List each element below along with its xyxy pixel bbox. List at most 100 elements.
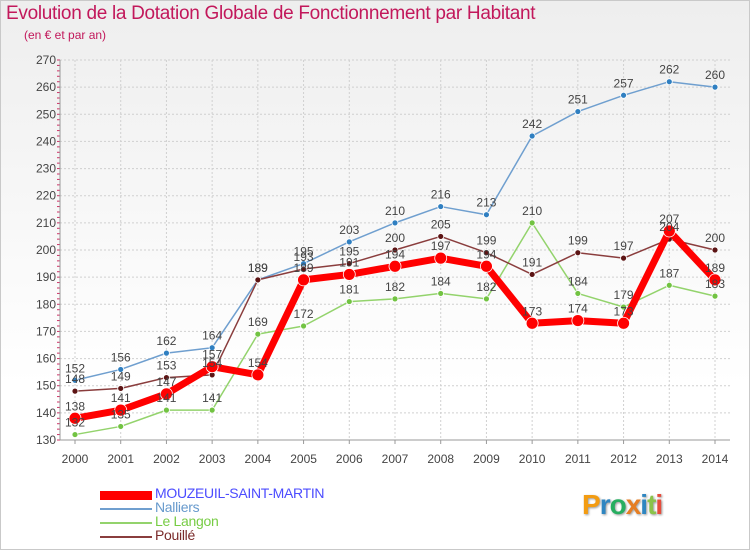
logo-letter: i — [640, 489, 648, 520]
data-point — [711, 83, 719, 91]
data-label: 191 — [522, 255, 542, 269]
data-point — [574, 249, 582, 257]
data-point — [163, 374, 170, 381]
data-point — [483, 295, 490, 303]
data-point — [665, 78, 673, 86]
data-label: 154 — [202, 356, 222, 370]
data-point — [300, 322, 307, 330]
data-label: 183 — [705, 277, 725, 291]
data-label: 154 — [248, 356, 268, 370]
data-point — [711, 246, 719, 254]
data-label: 189 — [705, 261, 725, 275]
x-tick-label: 2005 — [290, 452, 317, 466]
data-point — [571, 314, 585, 327]
data-point — [528, 132, 536, 140]
legend-swatch — [100, 490, 152, 500]
legend-label: MOUZEUIL-SAINT-MARTIN — [155, 485, 325, 501]
x-tick-label: 2014 — [702, 452, 729, 466]
x-tick-label: 2012 — [610, 452, 637, 466]
y-tick-label: 180 — [36, 297, 56, 311]
logo-letter: P — [582, 489, 601, 520]
data-point — [434, 251, 448, 265]
data-label: 162 — [156, 334, 176, 348]
data-point — [620, 91, 627, 99]
data-point — [437, 203, 445, 210]
data-label: 200 — [705, 231, 725, 245]
data-label: 257 — [614, 76, 634, 90]
data-point — [68, 411, 82, 425]
data-point — [345, 238, 353, 246]
data-label: 187 — [659, 266, 679, 280]
data-point — [620, 303, 627, 311]
data-point — [117, 366, 125, 373]
data-point — [160, 387, 173, 401]
y-tick-label: 190 — [36, 270, 56, 284]
data-labels: 152 156 162 164 189 195 203 210 216 213 242 251 257 2… — [65, 63, 725, 430]
data-point — [574, 108, 582, 115]
data-point — [391, 246, 399, 254]
data-point — [483, 211, 490, 219]
data-label: 213 — [476, 196, 496, 210]
x-tick-label: 2002 — [153, 452, 180, 466]
data-label: 174 — [568, 302, 588, 316]
y-tick-label: 200 — [36, 243, 56, 257]
data-label: 191 — [339, 255, 359, 269]
data-label: 210 — [385, 204, 405, 218]
data-label: 152 — [65, 361, 85, 375]
y-tick-label: 220 — [36, 189, 56, 203]
data-point — [437, 233, 445, 240]
data-label: 197 — [614, 239, 634, 253]
data-point — [300, 265, 307, 273]
data-point — [388, 259, 402, 273]
data-label: 200 — [385, 231, 405, 245]
data-label: 210 — [522, 204, 542, 218]
data-point — [480, 259, 493, 273]
y-tick-label: 150 — [36, 379, 56, 393]
data-point — [711, 292, 719, 300]
proxiti-logo: Proxiti — [582, 489, 663, 521]
data-point — [163, 406, 170, 414]
data-label: 216 — [431, 188, 451, 202]
axes: 130 140 150 160 170 180 190 200 210 220 230 240 250 2… — [36, 53, 730, 466]
data-label: 169 — [248, 315, 268, 329]
data-label: 199 — [476, 234, 496, 248]
data-label: 251 — [568, 93, 588, 107]
data-point — [117, 423, 125, 430]
data-point — [391, 219, 399, 227]
data-point — [342, 268, 356, 281]
x-tick-label: 2011 — [565, 452, 591, 466]
data-point — [574, 290, 582, 297]
x-tick-label: 2009 — [473, 452, 500, 466]
data-point — [71, 376, 79, 384]
y-tick-label: 130 — [36, 433, 56, 447]
x-tick-label: 2010 — [519, 452, 546, 466]
data-label: 138 — [65, 399, 85, 413]
y-tick-label: 170 — [36, 324, 56, 338]
x-tick-label: 2013 — [656, 452, 683, 466]
data-point — [345, 298, 353, 305]
logo-letter: o — [609, 489, 627, 520]
chart-subtitle: (en € et par an) — [24, 28, 107, 42]
data-label: 195 — [294, 245, 314, 259]
legend-label: Le Langon — [155, 513, 219, 529]
data-point — [251, 368, 265, 382]
data-label: 189 — [294, 261, 314, 275]
data-label: 184 — [568, 274, 588, 288]
data-label: 242 — [522, 117, 542, 131]
y-tick-label: 240 — [36, 134, 56, 148]
data-point — [205, 360, 219, 374]
legend-label: Pouillé — [155, 527, 195, 543]
y-tick-label: 230 — [36, 162, 56, 176]
logo-letter: i — [655, 489, 663, 520]
data-label: 141 — [202, 391, 222, 405]
data-label: 164 — [202, 329, 222, 343]
x-tick-label: 2003 — [199, 452, 226, 466]
data-label: 193 — [294, 250, 314, 264]
logo-letter: t — [647, 489, 656, 520]
data-label: 172 — [294, 307, 314, 321]
x-tick-label: 2008 — [427, 452, 454, 466]
data-label: 203 — [339, 223, 359, 237]
data-label: 189 — [248, 261, 268, 275]
data-point — [483, 249, 490, 257]
